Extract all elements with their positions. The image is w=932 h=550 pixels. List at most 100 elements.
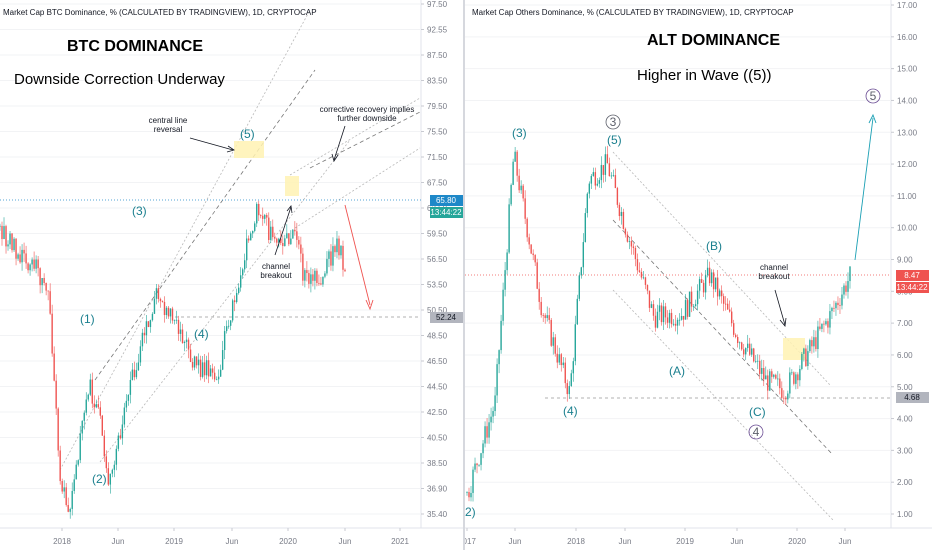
candle-body [592, 172, 595, 176]
candle-body [492, 411, 494, 417]
candle-body [686, 300, 689, 317]
candle-body [724, 303, 727, 305]
candle-body [638, 270, 641, 272]
candle-body [242, 269, 244, 276]
y-tick-label: 79.50 [427, 102, 448, 111]
candle-body [51, 313, 53, 354]
candle-body [292, 229, 294, 239]
candle-body [3, 226, 5, 240]
candle-body [803, 348, 805, 354]
candle-body [23, 249, 25, 254]
candle-body [664, 306, 667, 318]
candle-body [789, 372, 791, 394]
y-tick-label: 50.50 [427, 306, 448, 315]
candle-body [620, 211, 623, 217]
candle-body [91, 379, 93, 404]
candle-body [57, 408, 59, 451]
candle-body [187, 339, 190, 350]
candle-body [338, 238, 340, 256]
last-price-tag [896, 270, 929, 281]
candle-body [83, 412, 85, 421]
candle-body [676, 319, 679, 326]
candle-body [528, 237, 530, 245]
channel-lines [612, 151, 834, 521]
candle-body [678, 319, 681, 321]
candle-body [524, 198, 526, 219]
candle-body [129, 379, 132, 395]
candle-body [708, 267, 711, 284]
chart-header: Market Cap BTC Dominance, % (CALCULATED … [3, 8, 317, 17]
x-tick-label: 2018 [53, 537, 71, 546]
candle-body [526, 218, 528, 238]
candle-body [753, 348, 755, 362]
candle-body [65, 487, 67, 506]
candle-body [193, 356, 196, 368]
candle-body [779, 378, 781, 389]
candle-body [258, 203, 260, 216]
candle-body [570, 373, 572, 387]
candle-body [510, 184, 512, 205]
candle-body [97, 404, 99, 408]
price-axis[interactable]: 97.50 92.55 87.50 83.50 79.50 75.50 71.50 67.50… [421, 0, 448, 519]
candle-body [554, 337, 556, 354]
candle-body [171, 308, 174, 321]
candle-body [618, 204, 621, 217]
candle-body [310, 274, 312, 284]
candle-body [682, 315, 685, 320]
candle-body [185, 339, 188, 342]
candle-body [831, 307, 833, 312]
y-tick-label: 71.50 [427, 153, 448, 162]
candle-body [324, 273, 326, 277]
last-price-value: 8.47 [904, 271, 920, 280]
candle-body [654, 315, 657, 328]
candle-body [125, 400, 128, 408]
candle-body [155, 288, 158, 299]
candle-body [223, 331, 226, 351]
candle-body [29, 264, 31, 271]
candle-body [141, 332, 144, 347]
projection-arrow-head [868, 113, 877, 124]
candle-body [670, 312, 673, 325]
candle-body [718, 290, 721, 297]
candle-body [777, 378, 779, 380]
y-tick-label: 87.50 [427, 51, 448, 60]
time-axis[interactable]: 2018 Jun 2019 Jun 2020 Jun 2021 [53, 528, 409, 546]
y-tick-label: 44.50 [427, 383, 448, 392]
y-tick-label: 17.00 [897, 1, 918, 10]
y-tick-label: 42.50 [427, 408, 448, 417]
x-tick-label: Jun [112, 537, 125, 546]
candle-body [795, 374, 797, 384]
y-tick-label: 6.00 [897, 351, 913, 360]
btc-dominance-chart: Market Cap BTC Dominance, % (CALCULATED … [0, 0, 463, 546]
candle-body [783, 397, 785, 399]
candle-body [15, 238, 17, 259]
candle-body [572, 361, 574, 374]
btc-dominance-panel: Market Cap BTC Dominance, % (CALCULATED … [0, 0, 463, 550]
annotation-corrective-recovery: corrective recovery implies [320, 105, 415, 114]
candle-body [622, 211, 625, 229]
candle-body [7, 244, 9, 247]
candle-body [127, 394, 130, 401]
candle-body [143, 332, 146, 336]
candle-body [849, 266, 851, 282]
annotation-arrowhead-corrective [331, 153, 339, 162]
wave-label-b: (B) [706, 239, 722, 253]
candle-body [598, 180, 601, 184]
y-tick-label: 16.00 [897, 33, 918, 42]
candle-body [63, 487, 65, 492]
candle-body [476, 463, 478, 466]
price-axis[interactable]: 17.00 16.00 15.00 14.00 13.00 12.00 11.00 10.00… [891, 1, 918, 519]
candle-body [229, 320, 232, 326]
candle-body [145, 321, 148, 336]
candle-body [757, 360, 759, 362]
candle-body [542, 315, 544, 316]
annotation-arrow-reversal [189, 137, 234, 151]
candle-body [9, 233, 11, 245]
time-axis[interactable]: 2017 Jun 2018 Jun 2019 Jun 2020 Jun [465, 528, 851, 546]
candle-body [254, 223, 256, 231]
candle-body [771, 371, 773, 377]
candle-body [167, 307, 170, 317]
circled-wave-5-ring [865, 88, 881, 104]
candle-body [308, 273, 310, 284]
y-tick-label: 97.50 [427, 0, 448, 9]
